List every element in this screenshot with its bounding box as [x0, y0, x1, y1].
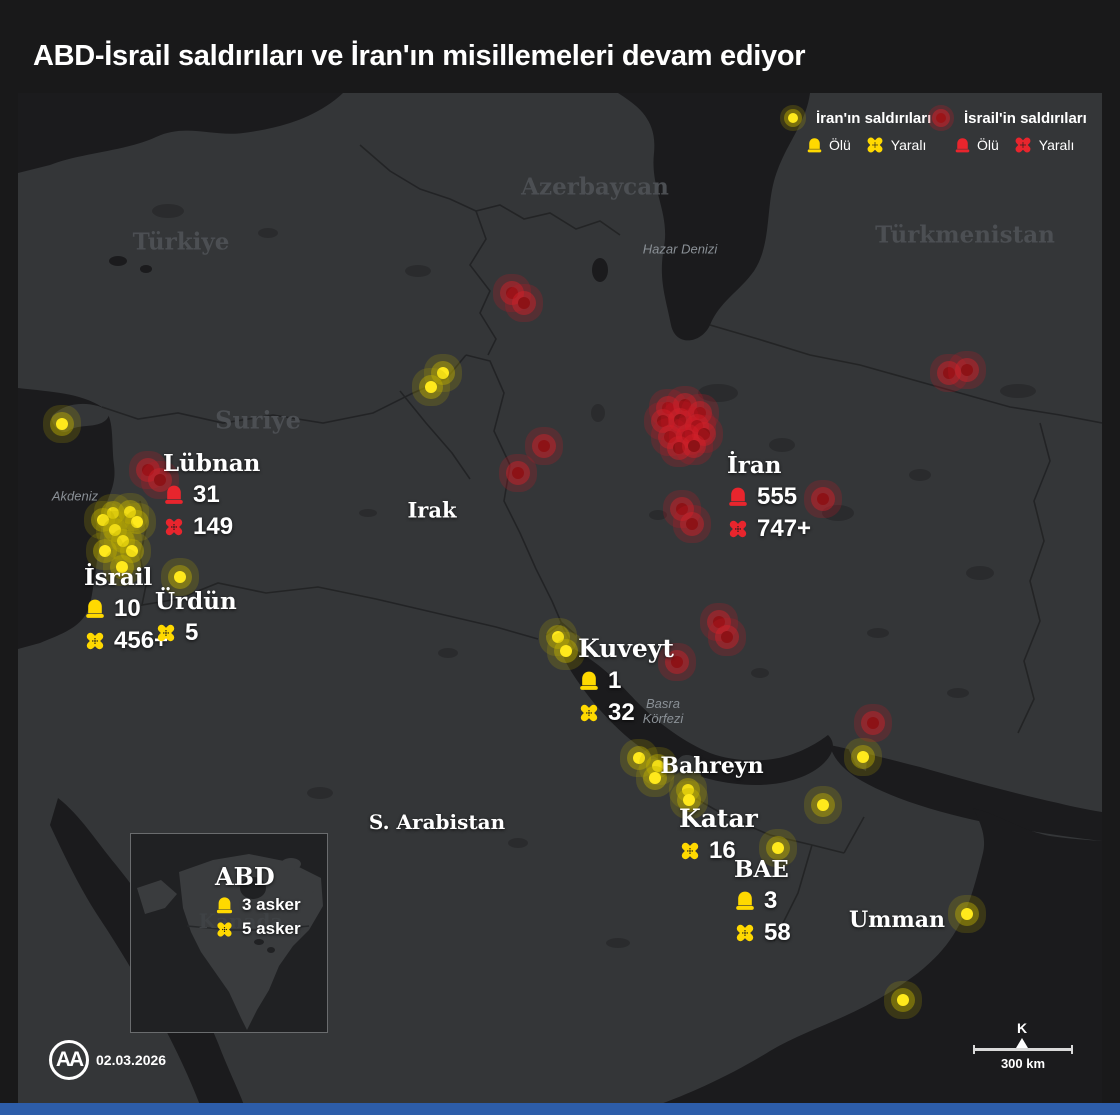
north-arrow-icon [1016, 1038, 1028, 1048]
lake [140, 265, 152, 273]
great-lakes [254, 939, 264, 945]
iran-attack-dot-icon [788, 113, 798, 123]
legend-dead-iran: Ölü [829, 137, 851, 153]
legend-group-iran: İran'ın saldırıları Ölü Yaralı [780, 104, 934, 158]
gulf-of-oman [830, 745, 1102, 841]
alaska [137, 880, 177, 914]
great-lakes [267, 947, 275, 953]
dead-icon [807, 137, 822, 152]
legend-group-israel: İsrail'in saldırıları Ölü Yaralı [928, 104, 1087, 158]
north-america [179, 854, 323, 1030]
dead-icon [955, 137, 970, 152]
wounded-icon [867, 137, 883, 153]
north-indicator: K [1012, 1020, 1032, 1048]
lake [109, 256, 127, 266]
bahrain-island [643, 758, 653, 772]
legend-label-iran: İran'ın saldırıları [816, 109, 932, 127]
water-bodies [18, 93, 1102, 1105]
inset-map-north-america: Kanada [130, 833, 328, 1033]
inset-base-map [131, 834, 327, 1032]
country-label-kanada: Kanada [198, 909, 284, 933]
north-label: K [1016, 1020, 1028, 1036]
country-borders [101, 144, 1102, 942]
lake-urmia [592, 258, 608, 282]
legend-label-israel: İsrail'in saldırıları [964, 109, 1087, 127]
caspian-sea [618, 93, 810, 341]
hudson-bay [240, 877, 266, 899]
terrain-texture [152, 204, 1036, 948]
qatar-peninsula [672, 755, 701, 793]
legend-dead-israel: Ölü [977, 137, 999, 153]
scale-line [973, 1045, 1073, 1054]
aa-logo: AA [49, 1040, 89, 1080]
date-label: 02.03.2026 [96, 1052, 167, 1068]
legend: İran'ın saldırıları Ölü Yaralı İsrail'in… [0, 104, 1120, 164]
footer-accent-bar [0, 1103, 1120, 1115]
legend-wounded-israel: Yaralı [1038, 137, 1075, 153]
scale-label: 300 km [1000, 1056, 1046, 1071]
arabian-sea [658, 808, 1102, 1105]
mediterranean-sea [18, 388, 115, 649]
page-title: ABD-İsrail saldırıları ve İran'ın misill… [33, 40, 806, 72]
persian-gulf [563, 649, 833, 785]
scale-bar: 300 km [973, 1045, 1073, 1071]
israel-attack-dot-icon [936, 113, 946, 123]
legend-wounded-iran: Yaralı [890, 137, 927, 153]
black-sea [18, 93, 343, 173]
map-area: Kanada Irak S. Arabistan Bahreyn Umman Türki… [18, 93, 1102, 1105]
wounded-icon [1015, 137, 1031, 153]
